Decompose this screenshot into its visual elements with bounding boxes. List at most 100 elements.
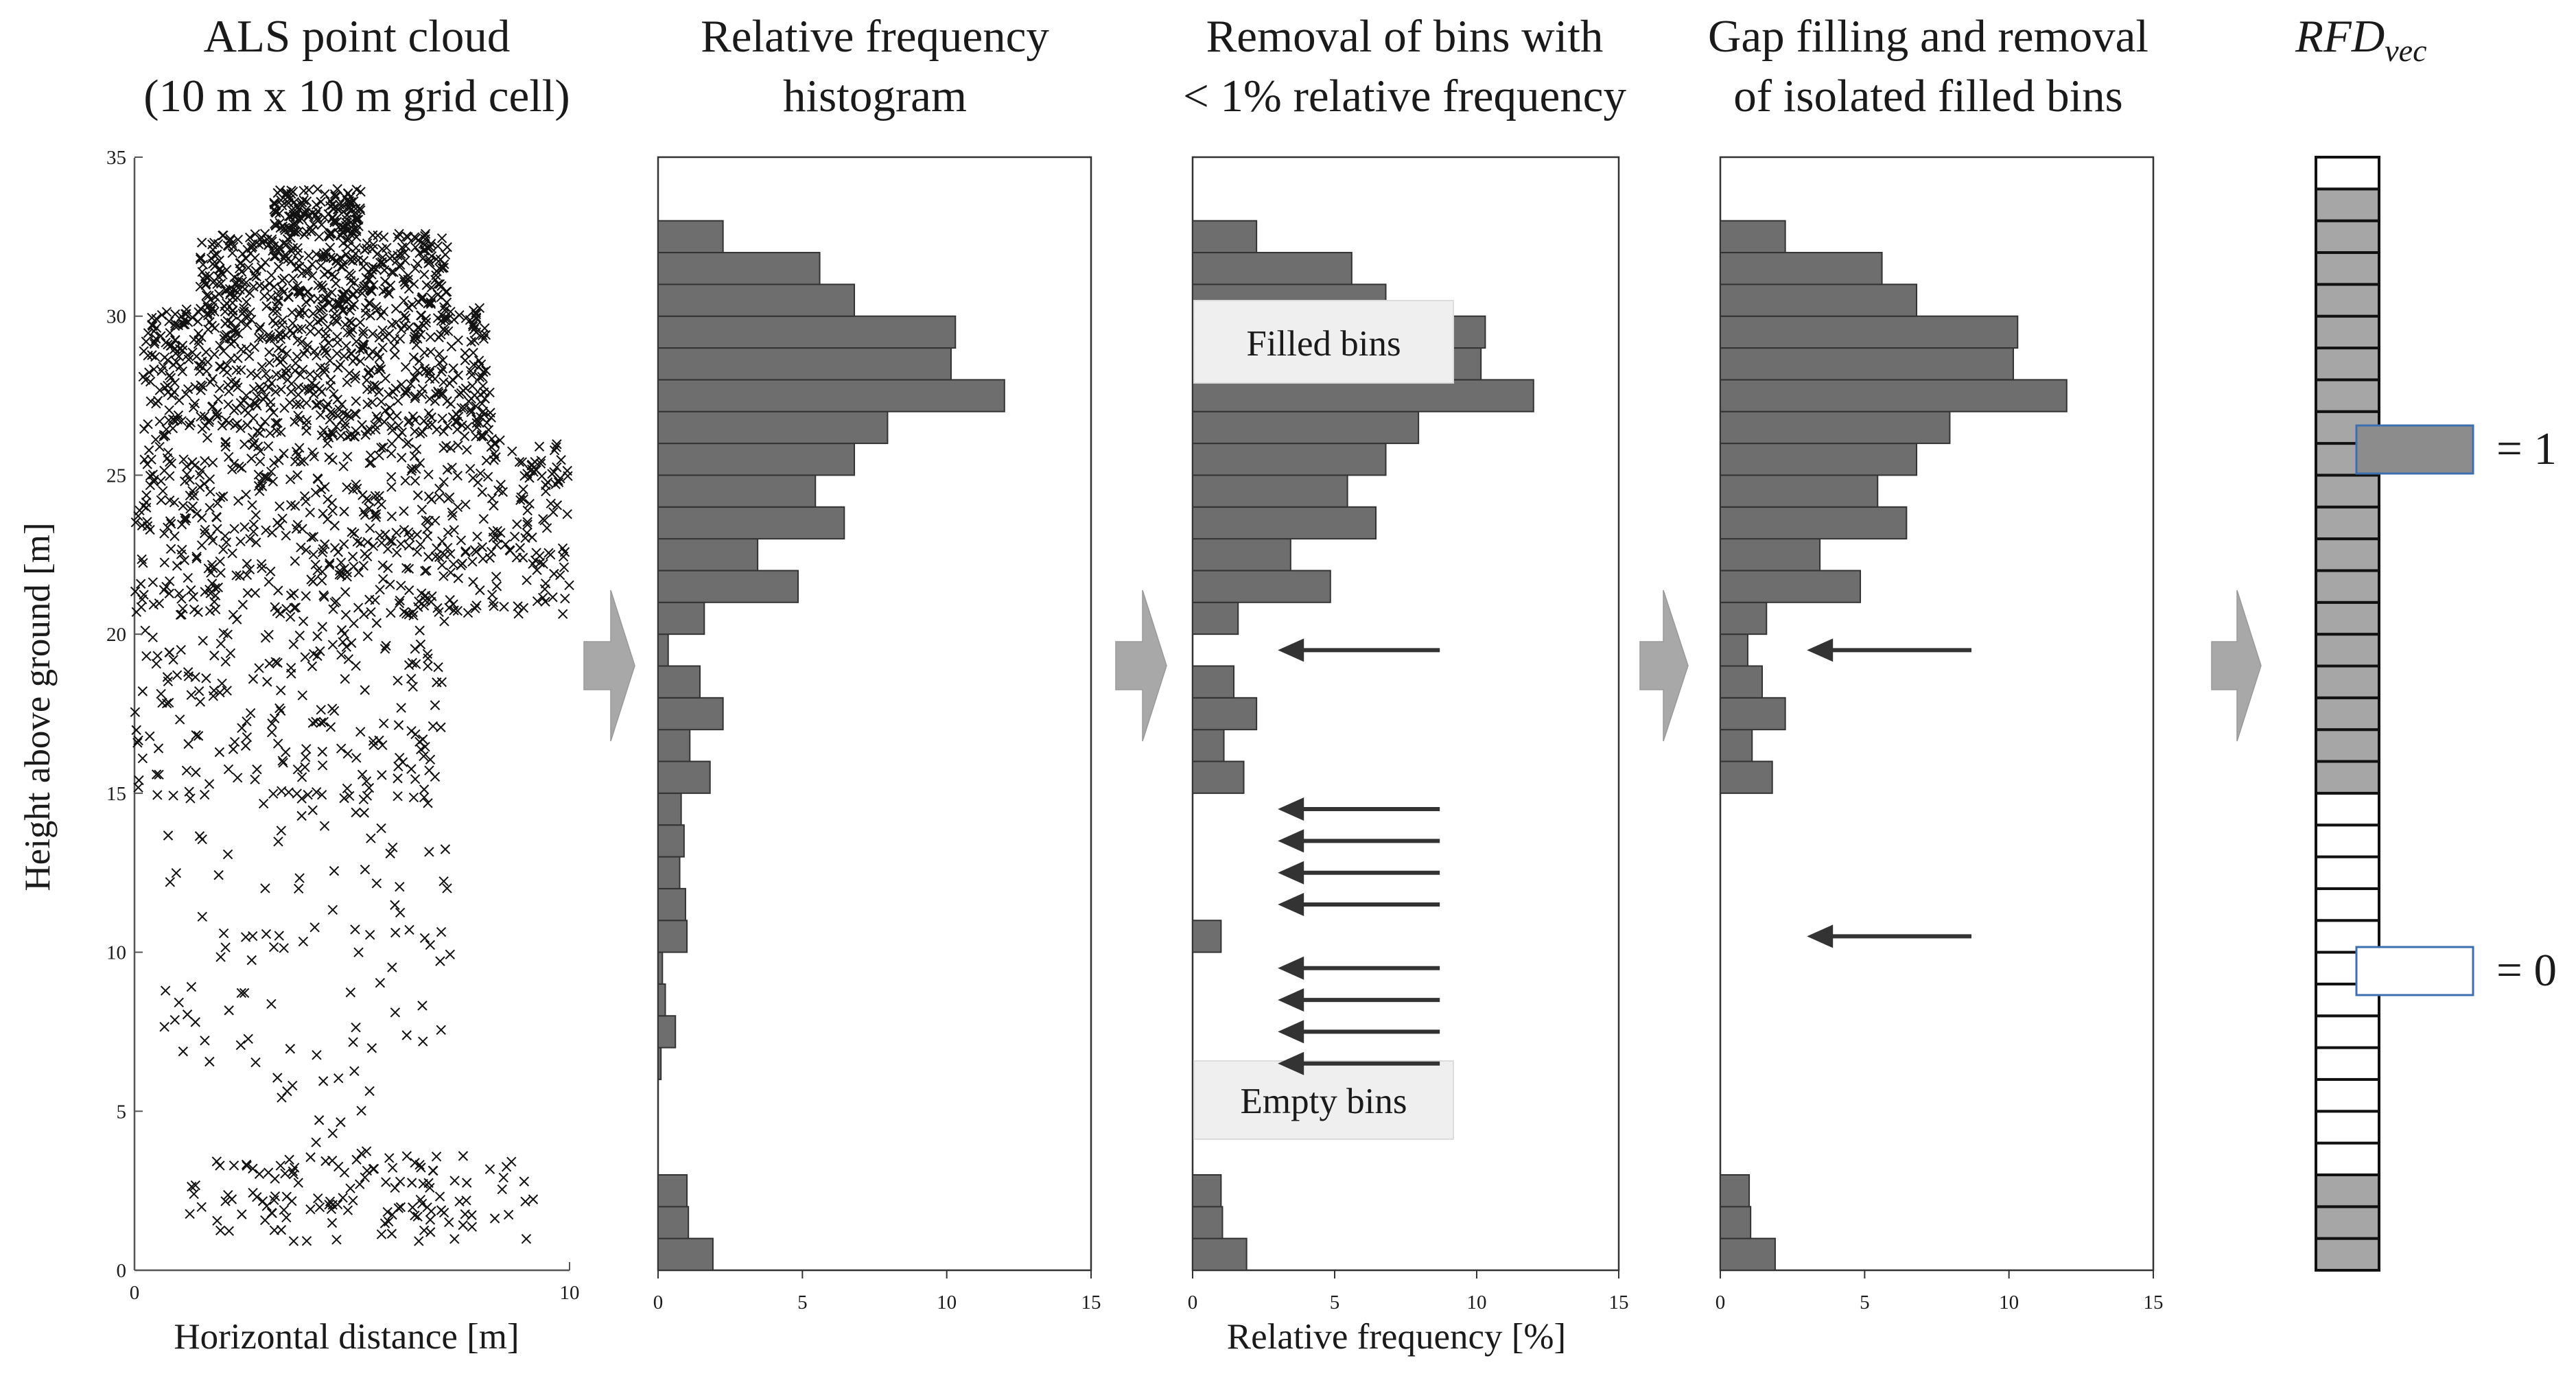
point-marker — [448, 559, 459, 570]
point-marker — [292, 243, 303, 253]
histogram-bar — [1192, 1173, 1222, 1208]
point-marker — [394, 598, 405, 609]
point-marker — [384, 329, 395, 339]
point-marker — [224, 452, 234, 463]
point-marker — [277, 1093, 287, 1103]
point-marker — [203, 324, 213, 335]
histogram-bar — [657, 856, 681, 889]
point-marker — [253, 426, 263, 436]
point-marker — [341, 249, 351, 259]
point-marker — [358, 261, 368, 272]
point-marker — [415, 428, 425, 439]
point-marker — [294, 630, 305, 641]
point-marker — [419, 784, 430, 795]
point-marker — [165, 373, 176, 383]
point-marker — [471, 327, 482, 338]
point-marker — [291, 263, 301, 274]
point-marker — [325, 1196, 336, 1206]
point-marker — [353, 947, 364, 957]
point-marker — [227, 248, 237, 258]
point-marker — [318, 283, 328, 293]
point-marker — [460, 355, 471, 366]
histogram-bar — [657, 697, 724, 731]
point-marker — [364, 274, 375, 285]
point-marker — [425, 257, 435, 268]
point-marker — [368, 1163, 379, 1174]
point-marker — [399, 506, 409, 517]
histogram-bar — [1720, 506, 1908, 540]
point-marker — [253, 469, 264, 480]
point-marker — [390, 927, 401, 938]
histogram-bar — [657, 729, 691, 762]
point-marker — [357, 288, 368, 299]
point-marker — [267, 236, 277, 247]
point-marker — [313, 1193, 323, 1204]
point-marker — [364, 594, 375, 605]
point-marker — [425, 297, 436, 307]
x-tick-label: 5 — [1330, 1292, 1340, 1313]
point-marker — [374, 332, 384, 343]
point-marker — [208, 691, 218, 701]
point-marker — [412, 365, 423, 376]
vector-cell — [2315, 537, 2380, 572]
point-marker — [204, 1056, 215, 1067]
point-marker — [329, 543, 340, 553]
point-marker — [325, 196, 336, 206]
point-marker — [440, 249, 451, 260]
point-marker — [169, 1015, 180, 1025]
point-marker — [250, 510, 261, 520]
point-marker — [491, 581, 502, 592]
point-marker — [376, 823, 386, 834]
arrow-head — [1278, 638, 1304, 662]
panel3-title-line2: < 1% relative frequency — [1183, 71, 1627, 121]
point-marker — [522, 528, 532, 538]
point-marker — [274, 501, 285, 512]
point-marker — [201, 290, 212, 301]
point-marker — [172, 414, 183, 425]
histogram-bar — [657, 379, 1005, 412]
point-marker — [359, 808, 369, 818]
point-marker — [436, 677, 447, 688]
point-marker — [154, 441, 165, 452]
panel2-title-line2: histogram — [783, 71, 967, 121]
point-marker — [362, 425, 373, 436]
y-tick-label: 30 — [106, 306, 126, 328]
point-marker — [273, 261, 284, 272]
point-marker — [371, 264, 382, 275]
point-marker — [467, 381, 478, 391]
point-marker — [215, 279, 226, 289]
point-marker — [292, 789, 303, 799]
point-marker — [388, 842, 398, 853]
point-marker — [436, 316, 447, 326]
point-marker — [425, 939, 436, 950]
point-marker — [270, 250, 281, 261]
point-marker — [417, 1001, 428, 1011]
point-marker — [303, 185, 314, 196]
point-marker — [485, 408, 495, 418]
point-marker — [426, 282, 437, 293]
point-marker — [303, 264, 314, 275]
point-marker — [262, 677, 272, 687]
histogram-bar — [1192, 252, 1353, 285]
point-marker — [349, 618, 359, 629]
point-marker — [438, 262, 449, 273]
point-marker — [474, 303, 485, 314]
x-tick-label: 0 — [1188, 1292, 1198, 1313]
point-marker — [355, 1179, 365, 1189]
point-marker — [327, 430, 338, 440]
point-marker — [215, 952, 226, 962]
point-marker — [296, 542, 306, 552]
point-marker — [200, 456, 210, 466]
point-marker — [388, 387, 399, 397]
point-marker — [505, 546, 515, 556]
histogram-bar — [1192, 410, 1420, 445]
point-marker — [293, 1178, 303, 1188]
point-marker — [244, 232, 255, 243]
point-marker — [467, 1222, 478, 1232]
point-marker — [408, 681, 418, 692]
point-marker — [249, 342, 260, 353]
point-marker — [416, 310, 427, 320]
point-marker — [392, 548, 402, 558]
point-marker — [468, 321, 478, 331]
point-marker — [378, 285, 388, 296]
